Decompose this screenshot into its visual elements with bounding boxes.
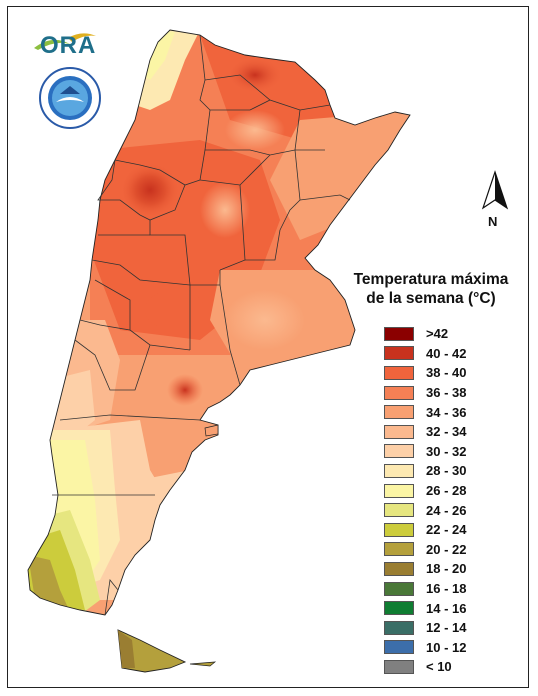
legend-item: 24 - 26 [384,500,516,520]
legend-item: 38 - 40 [384,363,516,383]
legend-label: 28 - 30 [426,463,467,479]
north-arrow-icon [481,170,509,210]
legend-swatch [384,463,414,478]
legend-item: >42 [384,324,516,344]
legend-swatch [384,561,414,576]
legend-swatch [384,620,414,635]
legend-swatch [384,346,414,361]
legend-label: 32 - 34 [426,424,467,440]
legend-item: 34 - 36 [384,402,516,422]
legend-swatch [384,444,414,459]
legend-label: 20 - 22 [426,541,467,557]
legend-label: < 10 [426,659,452,675]
legend-label: 34 - 36 [426,404,467,420]
legend-item: 16 - 18 [384,579,516,599]
legend-item: 20 - 22 [384,540,516,560]
legend-item: 30 - 32 [384,442,516,462]
legend-label: 24 - 26 [426,502,467,518]
smn-seal-icon [39,67,101,129]
legend-label: 22 - 24 [426,522,467,538]
leaf-icon [34,33,96,50]
legend-swatch [384,659,414,674]
legend: Temperatura máxima de la semana (°C) >42… [346,270,516,677]
legend-swatch [384,601,414,616]
legend-swatch [384,326,414,341]
north-label: N [488,214,498,229]
tierra-del-fuego [117,629,217,673]
legend-item: 22 - 24 [384,520,516,540]
legend-swatch [384,405,414,420]
legend-label: 36 - 38 [426,385,467,401]
legend-label: 16 - 18 [426,581,467,597]
legend-item: 18 - 20 [384,559,516,579]
legend-swatch [384,385,414,400]
legend-swatch [384,542,414,557]
province-borders [52,34,351,616]
legend-item: 32 - 34 [384,422,516,442]
legend-item: 12 - 14 [384,618,516,638]
logo-text: ORA [40,32,97,59]
legend-item: 36 - 38 [384,383,516,403]
coastline [27,29,411,616]
legend-title: Temperatura máxima de la semana (°C) [346,270,516,308]
legend-item: < 10 [384,657,516,677]
legend-swatch [384,483,414,498]
legend-label: 38 - 40 [426,365,467,381]
legend-label: 30 - 32 [426,443,467,459]
legend-swatch [384,365,414,380]
legend-items: >42 40 - 42 38 - 40 36 - 38 34 - 36 32 - 34 30… [346,324,516,677]
legend-item: 26 - 28 [384,481,516,501]
sea-islands [204,424,219,437]
legend-title-line1: Temperatura máxima [353,271,509,288]
legend-title-line2: de la semana (°C) [366,290,496,307]
legend-item: 28 - 30 [384,461,516,481]
legend-swatch [384,522,414,537]
legend-label: >42 [426,326,449,342]
legend-label: 26 - 28 [426,483,467,499]
legend-item: 14 - 16 [384,598,516,618]
legend-label: 12 - 14 [426,620,467,636]
legend-label: 40 - 42 [426,345,467,361]
legend-item: 10 - 12 [384,638,516,658]
legend-item: 40 - 42 [384,344,516,364]
legend-label: 18 - 20 [426,561,467,577]
legend-swatch [384,424,414,439]
ora-logo: ORA [32,30,104,62]
legend-label: 10 - 12 [426,639,467,655]
legend-swatch [384,503,414,518]
legend-label: 14 - 16 [426,600,467,616]
legend-swatch [384,581,414,596]
legend-swatch [384,640,414,655]
